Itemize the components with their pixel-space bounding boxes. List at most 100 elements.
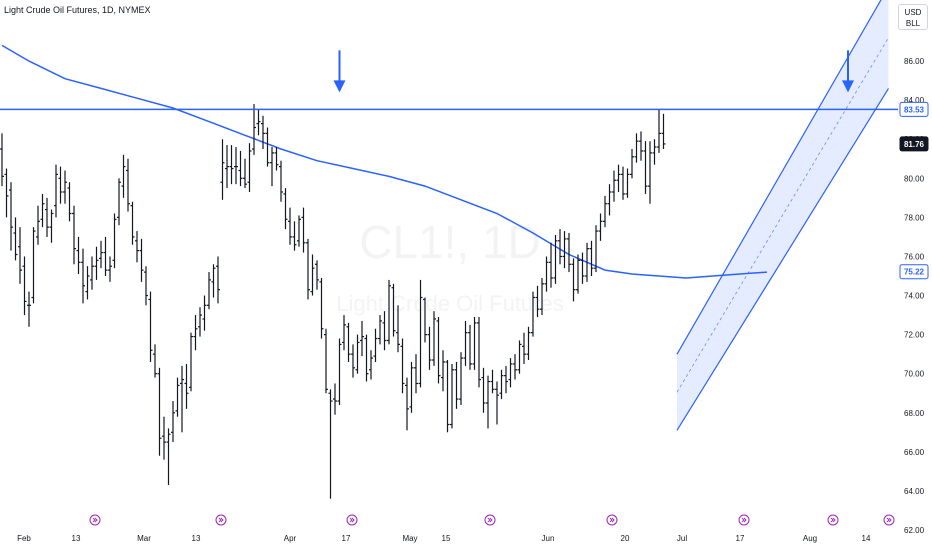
ohlc-bar[interactable]: [351, 344, 355, 378]
ohlc-bar[interactable]: [144, 266, 148, 306]
ohlc-bar[interactable]: [427, 326, 432, 370]
ohlc-bar[interactable]: [436, 317, 441, 384]
ohlc-bar[interactable]: [661, 113, 666, 149]
ohlc-bar[interactable]: [603, 195, 607, 228]
ohlc-bar[interactable]: [576, 254, 580, 294]
ohlc-bar[interactable]: [189, 332, 193, 392]
ohlc-bar[interactable]: [535, 285, 540, 318]
ohlc-bar[interactable]: [117, 178, 121, 226]
ohlc-bar[interactable]: [391, 283, 396, 337]
ohlc-bar[interactable]: [571, 258, 576, 302]
ohlc-bar[interactable]: [625, 168, 630, 198]
ohlc-bar[interactable]: [355, 334, 360, 374]
ohlc-bar[interactable]: [373, 328, 378, 362]
ohlc-bar[interactable]: [607, 184, 612, 216]
ohlc-bar[interactable]: [324, 328, 328, 394]
ohlc-bar[interactable]: [171, 401, 175, 443]
ohlc-bar[interactable]: [337, 338, 342, 405]
ohlc-bar[interactable]: [585, 242, 589, 282]
ohlc-bar[interactable]: [36, 205, 40, 245]
ohlc-bar[interactable]: [283, 188, 288, 230]
ohlc-bar[interactable]: [319, 277, 324, 339]
ohlc-bar[interactable]: [166, 428, 171, 486]
ohlc-bar[interactable]: [211, 264, 216, 298]
ohlc-bar[interactable]: [153, 344, 157, 378]
ohlc-bar[interactable]: [108, 256, 112, 282]
ohlc-bar[interactable]: [243, 158, 247, 189]
ohlc-bar[interactable]: [441, 350, 445, 392]
ohlc-bar[interactable]: [445, 360, 450, 433]
ohlc-bar[interactable]: [558, 229, 562, 265]
ohlc-bar[interactable]: [472, 317, 477, 370]
ohlc-bar[interactable]: [252, 104, 256, 155]
ohlc-bar[interactable]: [18, 227, 22, 284]
ohlc-bar[interactable]: [193, 315, 198, 351]
ohlc-bar[interactable]: [634, 133, 639, 163]
ohlc-bar[interactable]: [382, 311, 387, 351]
ohlc-bar[interactable]: [481, 367, 486, 413]
ohlc-bar[interactable]: [342, 315, 346, 351]
ohlc-bar[interactable]: [184, 363, 189, 409]
ohlc-bar[interactable]: [67, 182, 72, 222]
ohlc-bar[interactable]: [522, 332, 526, 364]
ohlc-bar[interactable]: [310, 254, 315, 296]
ohlc-bar[interactable]: [162, 416, 166, 460]
ohlc-bar[interactable]: [76, 236, 81, 275]
ohlc-bar[interactable]: [40, 193, 45, 228]
ohlc-bar[interactable]: [247, 143, 252, 192]
ohlc-bar[interactable]: [346, 322, 351, 362]
ohlc-bar[interactable]: [549, 242, 553, 288]
ohlc-bar[interactable]: [31, 227, 36, 304]
ohlc-bar[interactable]: [9, 182, 13, 251]
ohlc-bar[interactable]: [0, 133, 4, 187]
ohlc-bar[interactable]: [594, 225, 598, 273]
ohlc-bar[interactable]: [526, 326, 531, 361]
ohlc-bar[interactable]: [220, 139, 225, 200]
ohlc-bar[interactable]: [553, 234, 558, 284]
ohlc-bar[interactable]: [54, 164, 58, 218]
event-marker-icon[interactable]: [883, 514, 895, 526]
event-marker-icon[interactable]: [606, 514, 618, 526]
ohlc-bar[interactable]: [279, 160, 283, 202]
ohlc-bar[interactable]: [598, 213, 603, 241]
ohlc-bar[interactable]: [495, 381, 499, 425]
ohlc-bar[interactable]: [49, 209, 54, 243]
ohlc-bar[interactable]: [369, 350, 373, 380]
ohlc-bar[interactable]: [198, 307, 202, 337]
ohlc-bar[interactable]: [238, 150, 243, 187]
ohlc-bar[interactable]: [648, 141, 652, 204]
ohlc-bar[interactable]: [148, 291, 153, 362]
ohlc-bar[interactable]: [292, 221, 297, 251]
ohlc-bar[interactable]: [270, 147, 274, 187]
ohlc-bar[interactable]: [630, 149, 634, 179]
event-marker-icon[interactable]: [484, 514, 496, 526]
ohlc-bar[interactable]: [616, 164, 621, 192]
ohlc-bar[interactable]: [135, 231, 139, 263]
ohlc-bar[interactable]: [85, 266, 90, 300]
ohlc-bar[interactable]: [454, 361, 459, 409]
event-marker-icon[interactable]: [346, 514, 358, 526]
ohlc-bar[interactable]: [517, 340, 522, 374]
ohlc-bar[interactable]: [432, 311, 436, 366]
ohlc-bar[interactable]: [463, 320, 468, 366]
ohlc-bar[interactable]: [508, 358, 513, 388]
ohlc-bar[interactable]: [45, 197, 49, 237]
ohlc-bar[interactable]: [418, 279, 423, 388]
ohlc-bar[interactable]: [531, 291, 535, 337]
ohlc-bar[interactable]: [513, 354, 517, 380]
ohlc-bar[interactable]: [121, 154, 126, 198]
ohlc-bar[interactable]: [328, 389, 333, 499]
ohlc-bar[interactable]: [157, 367, 162, 456]
ohlc-bar[interactable]: [175, 377, 180, 417]
ohlc-bar[interactable]: [364, 334, 369, 382]
event-marker-icon[interactable]: [89, 514, 101, 526]
ohlc-bar[interactable]: [274, 147, 279, 171]
ohlc-bar[interactable]: [396, 305, 400, 353]
moving-average-line[interactable]: [1, 44, 768, 279]
ohlc-bar[interactable]: [621, 166, 625, 200]
ohlc-bar[interactable]: [306, 238, 310, 300]
ohlc-bar[interactable]: [486, 375, 490, 429]
ohlc-bar[interactable]: [234, 147, 238, 185]
ohlc-bar[interactable]: [225, 145, 229, 189]
ohlc-bar[interactable]: [580, 252, 585, 284]
